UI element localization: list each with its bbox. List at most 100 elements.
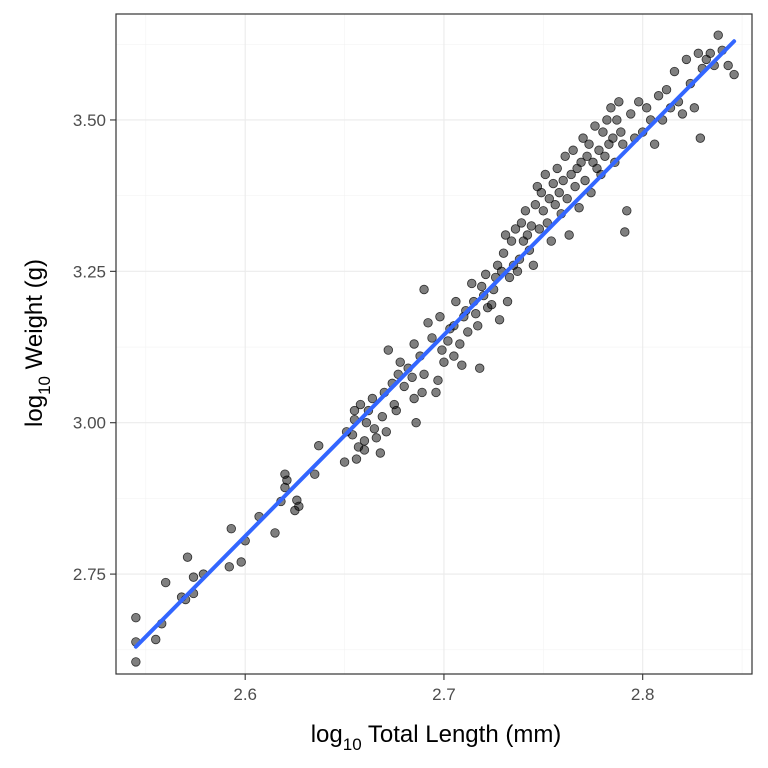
data-point	[582, 151, 592, 161]
y-axis-ticks: 2.75 3.00 3.25 3.50	[73, 111, 116, 584]
data-point	[544, 193, 554, 204]
x-axis-ticks: 2.6 2.7 2.8	[233, 674, 655, 704]
data-point	[439, 357, 449, 367]
data-point	[131, 657, 141, 667]
data-point	[560, 151, 570, 161]
data-point	[381, 427, 392, 437]
data-point	[409, 393, 419, 404]
data-point	[534, 224, 545, 234]
minor-gridlines	[116, 14, 752, 674]
data-point	[226, 523, 236, 534]
data-point	[506, 236, 517, 246]
data-point	[538, 206, 549, 216]
x-axis-title-suffix: Total Length (mm)	[362, 721, 562, 748]
x-axis-title-prefix: log	[311, 721, 343, 748]
x-axis-title: log10 Total Length (mm)	[311, 721, 562, 754]
x-tick-label: 2.6	[233, 685, 257, 704]
data-point	[622, 206, 632, 216]
data-point	[435, 312, 445, 322]
data-point	[548, 178, 558, 189]
x-tick-label: 2.7	[432, 685, 456, 704]
data-point	[449, 351, 459, 361]
data-point	[612, 115, 622, 125]
data-point	[598, 127, 608, 137]
fit-line	[133, 39, 737, 649]
data-point	[351, 454, 362, 464]
data-point	[451, 296, 461, 307]
data-point	[407, 372, 417, 383]
data-point	[616, 127, 626, 137]
data-point	[160, 577, 171, 588]
data-point	[471, 309, 481, 319]
data-point	[602, 115, 612, 125]
data-point	[689, 103, 700, 113]
data-point	[618, 139, 628, 149]
data-point	[528, 260, 539, 270]
data-point	[419, 369, 429, 379]
data-point	[626, 109, 636, 119]
data-point	[653, 91, 664, 101]
data-point	[486, 299, 497, 310]
x-tick-label: 2.8	[631, 685, 655, 704]
data-point	[614, 97, 624, 107]
data-point	[500, 230, 511, 240]
data-point	[188, 572, 199, 582]
y-tick-label: 2.75	[73, 565, 106, 584]
y-tick-label: 3.50	[73, 111, 106, 130]
data-point	[224, 562, 234, 572]
data-point	[182, 552, 193, 562]
data-point	[550, 200, 560, 210]
data-point	[339, 457, 350, 467]
data-point	[437, 345, 447, 355]
data-point	[151, 634, 161, 645]
data-point	[294, 501, 304, 511]
data-point	[600, 151, 610, 161]
data-point	[729, 69, 739, 80]
data-point	[236, 557, 246, 567]
data-point	[570, 181, 580, 192]
data-point	[282, 475, 292, 485]
data-point	[347, 430, 358, 440]
data-point	[349, 405, 360, 416]
data-point	[361, 418, 372, 428]
data-point	[661, 84, 672, 95]
data-point	[641, 103, 652, 113]
data-point	[723, 60, 733, 71]
data-point	[367, 393, 378, 404]
x-axis-title-subscript: 10	[343, 735, 362, 754]
data-point	[369, 424, 380, 434]
y-axis-title-prefix: log	[21, 395, 48, 427]
y-tick-label: 3.25	[73, 262, 106, 281]
data-point	[695, 133, 706, 143]
data-point	[526, 221, 537, 231]
data-point	[520, 206, 531, 216]
data-point	[375, 448, 386, 458]
data-point	[391, 405, 401, 416]
y-axis-title-subscript: 10	[35, 376, 54, 395]
data-point	[542, 218, 552, 228]
data-point	[606, 103, 616, 113]
y-tick-label: 3.00	[73, 414, 106, 433]
data-point	[498, 248, 509, 258]
data-point	[530, 200, 541, 210]
data-point	[677, 109, 688, 119]
data-point	[566, 169, 576, 180]
data-point	[433, 375, 443, 386]
data-point	[475, 363, 485, 373]
data-point	[681, 54, 692, 65]
data-point	[693, 48, 704, 59]
data-point	[576, 157, 586, 168]
data-point	[467, 278, 477, 289]
data-point	[578, 133, 588, 143]
data-point	[314, 441, 324, 451]
data-point	[417, 387, 427, 398]
data-point	[473, 321, 483, 331]
data-point	[564, 230, 574, 240]
data-point	[355, 399, 366, 410]
data-point	[594, 145, 604, 155]
data-point	[502, 296, 513, 307]
data-point	[562, 193, 572, 204]
data-point	[427, 333, 437, 343]
plot-panel-border	[115, 13, 753, 675]
